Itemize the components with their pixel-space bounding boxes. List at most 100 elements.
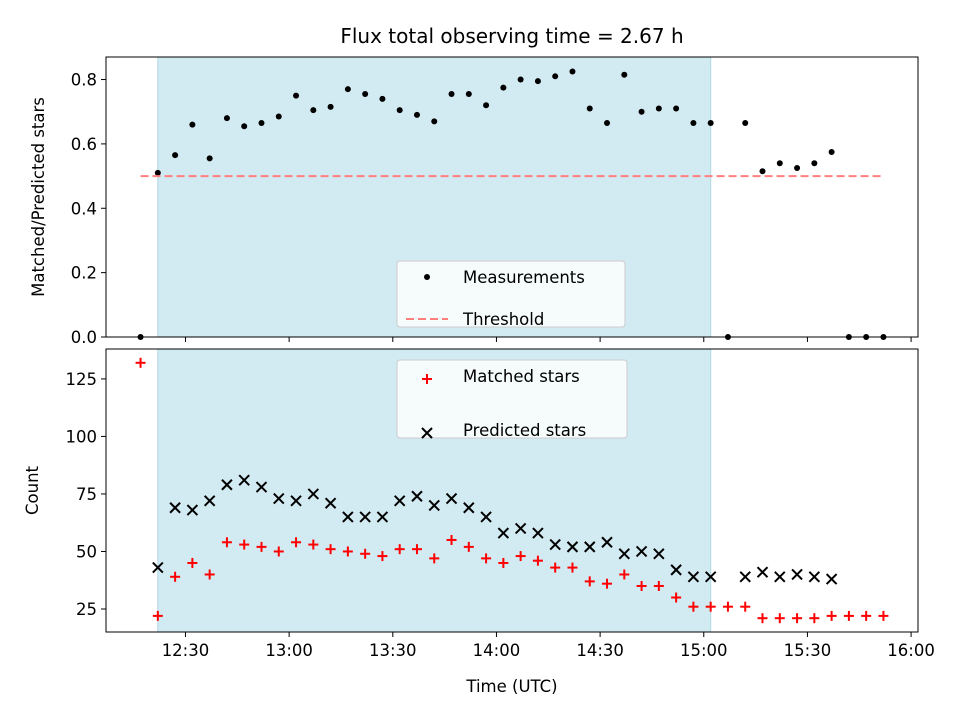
predicted-star-point xyxy=(463,502,475,514)
y-tick-label: 0.8 xyxy=(71,71,97,90)
matched-star-point xyxy=(273,546,284,557)
axes-frame xyxy=(105,56,919,338)
series-measurements xyxy=(137,68,887,340)
predicted-star-point xyxy=(186,504,199,516)
matched-star-point xyxy=(757,613,768,624)
measurement-point xyxy=(362,91,369,98)
measurement-point xyxy=(223,115,230,122)
matched-star-point xyxy=(360,548,371,559)
measurement-point xyxy=(828,148,835,155)
predicted-star-point xyxy=(514,522,527,535)
measurement-point xyxy=(137,334,144,340)
predicted-star-point xyxy=(428,499,440,512)
matched-star-point xyxy=(567,562,578,573)
series-matched-stars xyxy=(135,357,889,624)
matched-star-point xyxy=(170,571,181,582)
x-tick-label: 12:30 xyxy=(162,641,210,660)
measurement-point xyxy=(517,76,524,83)
predicted-star-point xyxy=(584,541,596,553)
measurement-point xyxy=(448,91,455,98)
matched-star-point xyxy=(377,551,388,562)
y-axis-title: Matched/Predicted stars xyxy=(29,97,48,297)
predicted-star-point xyxy=(411,490,423,502)
predicted-star-point xyxy=(618,548,631,560)
predicted-star-point xyxy=(635,545,648,558)
measurement-point xyxy=(794,165,801,172)
predicted-star-point xyxy=(376,511,389,523)
matched-star-point xyxy=(152,610,163,621)
predicted-star-point xyxy=(653,548,665,560)
matched-star-point xyxy=(446,534,457,545)
matched-star-point xyxy=(584,576,595,587)
measurement-point xyxy=(845,334,852,340)
measurement-point xyxy=(604,119,611,126)
predicted-star-point xyxy=(532,527,544,539)
y-tick-label: 0.6 xyxy=(71,135,97,154)
predicted-star-point xyxy=(549,538,561,551)
legend-label: Measurements xyxy=(463,268,585,287)
measurement-point xyxy=(569,68,576,75)
measurement-point xyxy=(759,168,766,175)
matched-star-point xyxy=(394,544,405,555)
legend-box xyxy=(396,260,626,328)
measurement-point xyxy=(206,155,213,162)
legend-label: Threshold xyxy=(462,310,544,329)
predicted-star-point xyxy=(739,571,751,583)
predicted-star-point xyxy=(756,566,769,578)
predicted-star-point xyxy=(497,527,510,539)
series-predicted-stars xyxy=(152,474,838,585)
matched-star-point xyxy=(602,578,613,589)
matched-star-point xyxy=(342,546,353,557)
matched-star-point xyxy=(429,553,440,564)
measurement-point xyxy=(863,334,870,340)
predicted-star-point xyxy=(808,571,821,583)
matched-star-point xyxy=(636,580,647,591)
chart-title: Flux total observing time = 2.67 h xyxy=(340,24,683,48)
measurement-point xyxy=(465,91,472,98)
predicted-star-point xyxy=(255,481,268,493)
predicted-star-point xyxy=(445,492,458,505)
measurement-point xyxy=(172,152,179,159)
matched-star-point xyxy=(705,601,716,612)
matched-star-point xyxy=(722,601,733,612)
predicted-star-point xyxy=(221,479,233,491)
measurement-point xyxy=(241,123,248,130)
measurement-point xyxy=(189,121,196,128)
matched-star-point xyxy=(792,613,803,624)
measurement-point xyxy=(483,102,490,109)
legend-box xyxy=(396,359,628,439)
matched-star-point xyxy=(463,541,474,552)
matched-star-point xyxy=(481,553,492,564)
measurement-point xyxy=(742,119,749,126)
measurement-point xyxy=(552,73,559,80)
measurement-point xyxy=(500,84,507,91)
predicted-star-point xyxy=(342,511,354,523)
predicted-star-point xyxy=(169,502,181,514)
predicted-star-point xyxy=(152,561,164,574)
matched-star-point xyxy=(740,601,751,612)
legend: Matched stars Predicted stars xyxy=(396,359,628,440)
legend-key xyxy=(422,374,432,384)
y-tick-label: 0.4 xyxy=(71,199,97,218)
predicted-star-point xyxy=(480,511,492,523)
x-tick-label: 13:30 xyxy=(369,641,417,660)
matched-star-point xyxy=(774,613,785,624)
measurement-point xyxy=(344,86,351,93)
matched-star-point xyxy=(187,557,198,568)
predicted-star-point xyxy=(203,495,216,507)
matched-star-point xyxy=(204,569,215,580)
matched-star-point xyxy=(221,537,232,548)
predicted-star-point xyxy=(273,492,285,505)
predicted-star-point xyxy=(290,495,302,507)
measurement-point xyxy=(154,169,161,176)
measurement-point xyxy=(293,92,300,99)
predicted-star-point xyxy=(670,564,682,576)
x-tick-label: 16:00 xyxy=(887,641,935,660)
predicted-star-point xyxy=(687,571,700,583)
matched-star-point xyxy=(411,544,422,555)
axes-frame xyxy=(105,348,919,633)
matched-star-point xyxy=(550,562,561,573)
matched-star-point xyxy=(532,555,543,566)
measurement-point xyxy=(690,119,697,126)
x-tick-label: 14:00 xyxy=(473,641,521,660)
